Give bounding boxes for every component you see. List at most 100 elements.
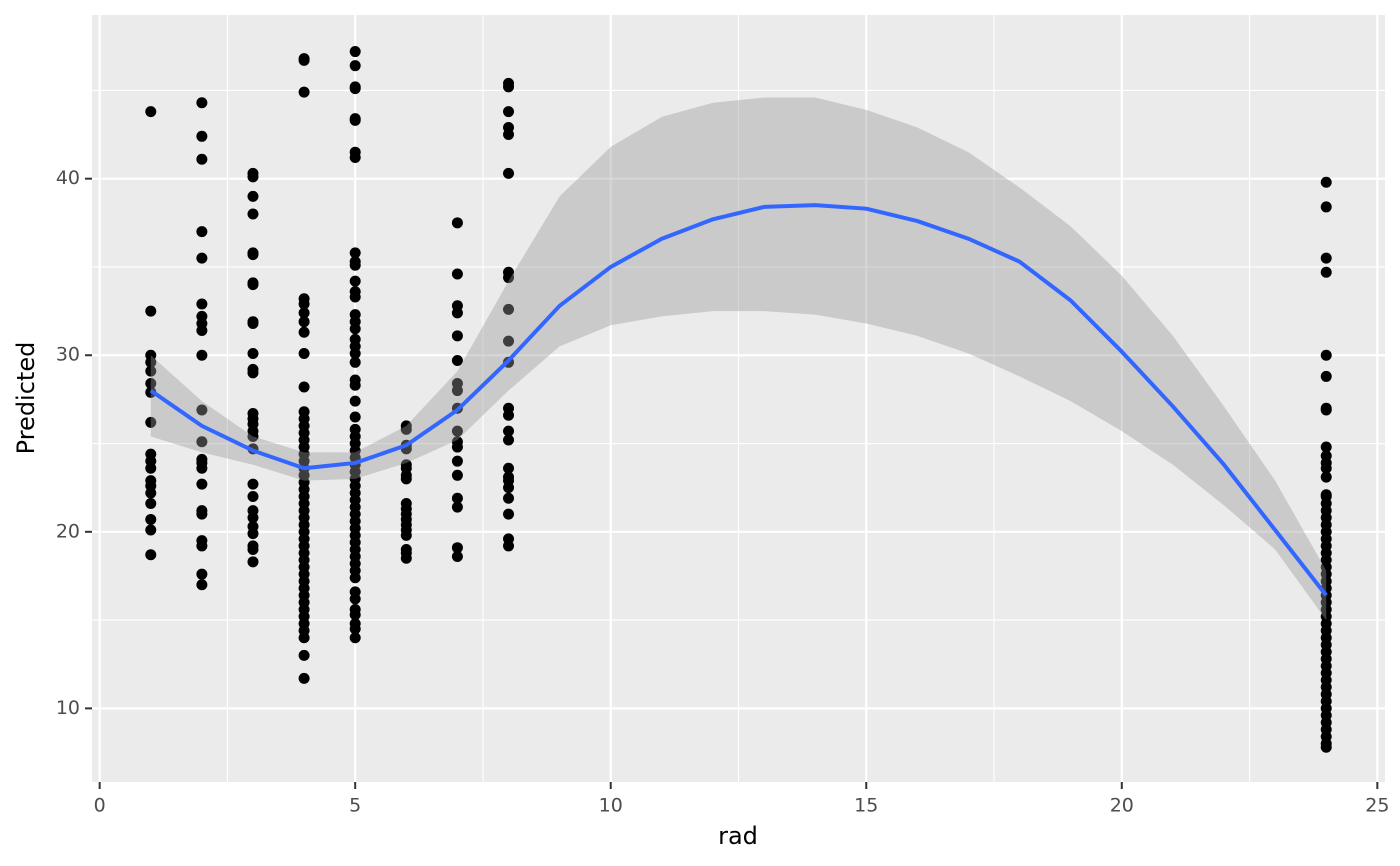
point — [503, 335, 515, 347]
point — [145, 356, 157, 368]
point — [196, 579, 208, 591]
point — [145, 416, 157, 428]
point — [349, 411, 361, 423]
point — [298, 316, 310, 328]
x-tick-label: 10 — [599, 795, 623, 817]
point — [451, 455, 463, 467]
point — [247, 208, 259, 220]
point — [1320, 404, 1332, 416]
point — [298, 381, 310, 393]
point — [247, 347, 259, 359]
point — [196, 404, 208, 416]
point — [196, 130, 208, 142]
point — [196, 97, 208, 109]
point — [298, 672, 310, 684]
point — [247, 190, 259, 202]
point — [1320, 349, 1332, 361]
smooth-line — [149, 203, 1328, 597]
point — [349, 259, 361, 271]
point — [196, 508, 208, 520]
point — [196, 540, 208, 552]
point — [247, 317, 259, 329]
point — [503, 434, 515, 446]
point — [503, 272, 515, 284]
point — [298, 298, 310, 310]
point — [451, 330, 463, 342]
point — [247, 171, 259, 183]
point — [145, 487, 157, 499]
point — [1320, 441, 1332, 453]
point — [451, 501, 463, 513]
point — [1320, 252, 1332, 264]
point — [298, 632, 310, 644]
point — [1320, 741, 1332, 753]
point — [451, 542, 463, 554]
point — [247, 249, 259, 261]
point — [400, 529, 412, 541]
x-tick-label: 5 — [349, 795, 361, 817]
point — [349, 395, 361, 407]
point — [196, 478, 208, 490]
point — [298, 326, 310, 338]
point — [196, 153, 208, 165]
point — [196, 462, 208, 474]
point — [503, 167, 515, 179]
point — [451, 469, 463, 481]
point — [503, 303, 515, 315]
point — [145, 305, 157, 317]
point — [247, 367, 259, 379]
point — [503, 129, 515, 141]
point — [503, 425, 515, 437]
point — [349, 60, 361, 72]
point — [349, 151, 361, 163]
point — [400, 473, 412, 485]
point — [349, 291, 361, 303]
point — [1320, 370, 1332, 382]
point — [1320, 176, 1332, 188]
point — [349, 572, 361, 584]
point — [400, 423, 412, 435]
point — [145, 549, 157, 561]
point — [247, 543, 259, 555]
point — [298, 54, 310, 66]
point — [451, 268, 463, 280]
point — [1320, 471, 1332, 483]
point — [503, 106, 515, 118]
point — [298, 649, 310, 661]
point — [503, 540, 515, 552]
point — [196, 252, 208, 264]
point — [451, 307, 463, 319]
point — [451, 492, 463, 504]
point — [298, 86, 310, 98]
point — [196, 325, 208, 337]
point — [1320, 201, 1332, 213]
confidence-band — [150, 97, 1327, 621]
point — [503, 482, 515, 494]
y-tick-label: 30 — [56, 344, 80, 366]
point — [298, 347, 310, 359]
y-tick-label: 40 — [56, 167, 80, 189]
point — [247, 490, 259, 502]
point — [349, 609, 361, 621]
x-tick-label: 20 — [1110, 795, 1134, 817]
point — [1320, 462, 1332, 474]
point — [349, 114, 361, 126]
point — [349, 356, 361, 368]
point — [145, 462, 157, 474]
point — [247, 430, 259, 442]
y-tick-label: 20 — [56, 520, 80, 542]
point — [349, 632, 361, 644]
point — [298, 307, 310, 319]
point — [145, 524, 157, 536]
point — [349, 347, 361, 359]
point — [145, 498, 157, 510]
x-tick-label: 0 — [94, 795, 106, 817]
point — [451, 385, 463, 397]
point — [349, 83, 361, 95]
point — [451, 551, 463, 563]
point — [349, 323, 361, 335]
point — [145, 513, 157, 525]
point — [196, 568, 208, 580]
point — [503, 508, 515, 520]
